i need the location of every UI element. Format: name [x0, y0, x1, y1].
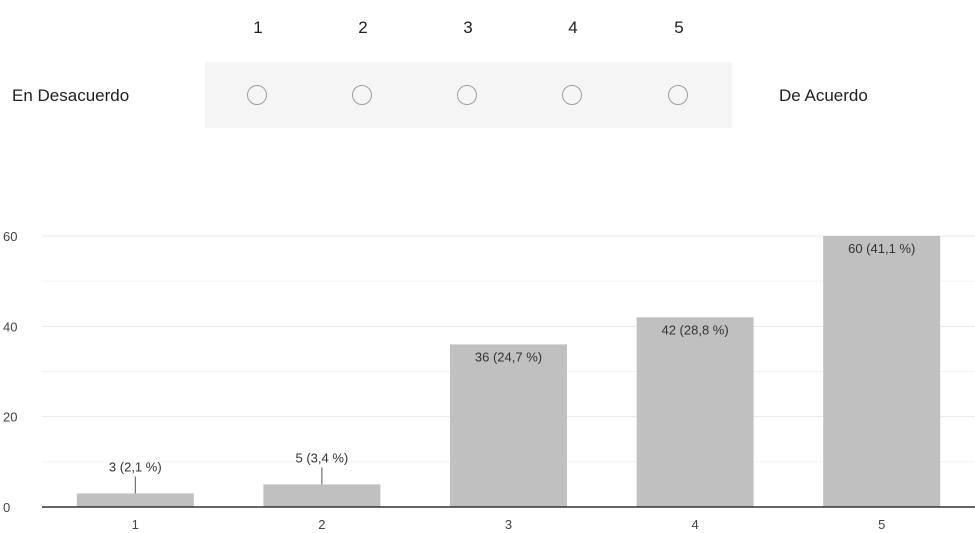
bar-5: [823, 236, 941, 507]
y-tick-label: 0: [3, 500, 10, 515]
data-label: 3 (2,1 %): [109, 459, 162, 474]
scale-number-2: 2: [358, 18, 368, 37]
radio-option-2[interactable]: [352, 85, 372, 105]
data-label: 5 (3,4 %): [296, 450, 349, 465]
x-tick-label: 1: [132, 517, 139, 532]
x-tick-label: 5: [878, 517, 885, 532]
radio-option-4[interactable]: [562, 85, 582, 105]
y-tick-label: 20: [3, 410, 17, 425]
bar-4: [636, 317, 754, 507]
scale-number-3: 3: [463, 18, 473, 37]
y-tick-label: 40: [3, 319, 17, 334]
scale-number-1: 1: [253, 18, 263, 37]
data-label: 60 (41,1 %): [848, 241, 915, 256]
data-label: 42 (28,8 %): [661, 322, 728, 337]
bar-chart-svg: 0 20 40 60 3 (2,1 %) 1 5 (3,4 %) 2 36 (24,7 %) 3 4…: [3, 229, 975, 532]
scale-number-4: 4: [568, 18, 578, 37]
response-bar-chart: 0 20 40 60 3 (2,1 %) 1 5 (3,4 %) 2 36 (24,7 %) 3 4…: [0, 222, 975, 533]
x-tick-label: 3: [505, 517, 512, 532]
scale-radio-group: [205, 62, 732, 128]
radio-option-3[interactable]: [457, 85, 477, 105]
bar-1: [76, 493, 194, 507]
bar-2: [263, 484, 381, 507]
scale-number-5: 5: [674, 18, 684, 37]
y-tick-label: 60: [3, 229, 17, 244]
linear-scale-question: 1 2 3 4 5 En Desacuerdo De Acuerdo: [0, 0, 975, 140]
high-end-label: De Acuerdo: [779, 86, 868, 105]
radio-option-5[interactable]: [668, 85, 688, 105]
x-tick-label: 2: [318, 517, 325, 532]
bar-3: [450, 344, 567, 507]
scale-numbers: 1 2 3 4 5: [205, 18, 732, 42]
low-end-label: En Desacuerdo: [12, 86, 130, 105]
data-label: 36 (24,7 %): [475, 349, 542, 364]
radio-option-1[interactable]: [247, 85, 267, 105]
x-tick-label: 4: [691, 517, 698, 532]
